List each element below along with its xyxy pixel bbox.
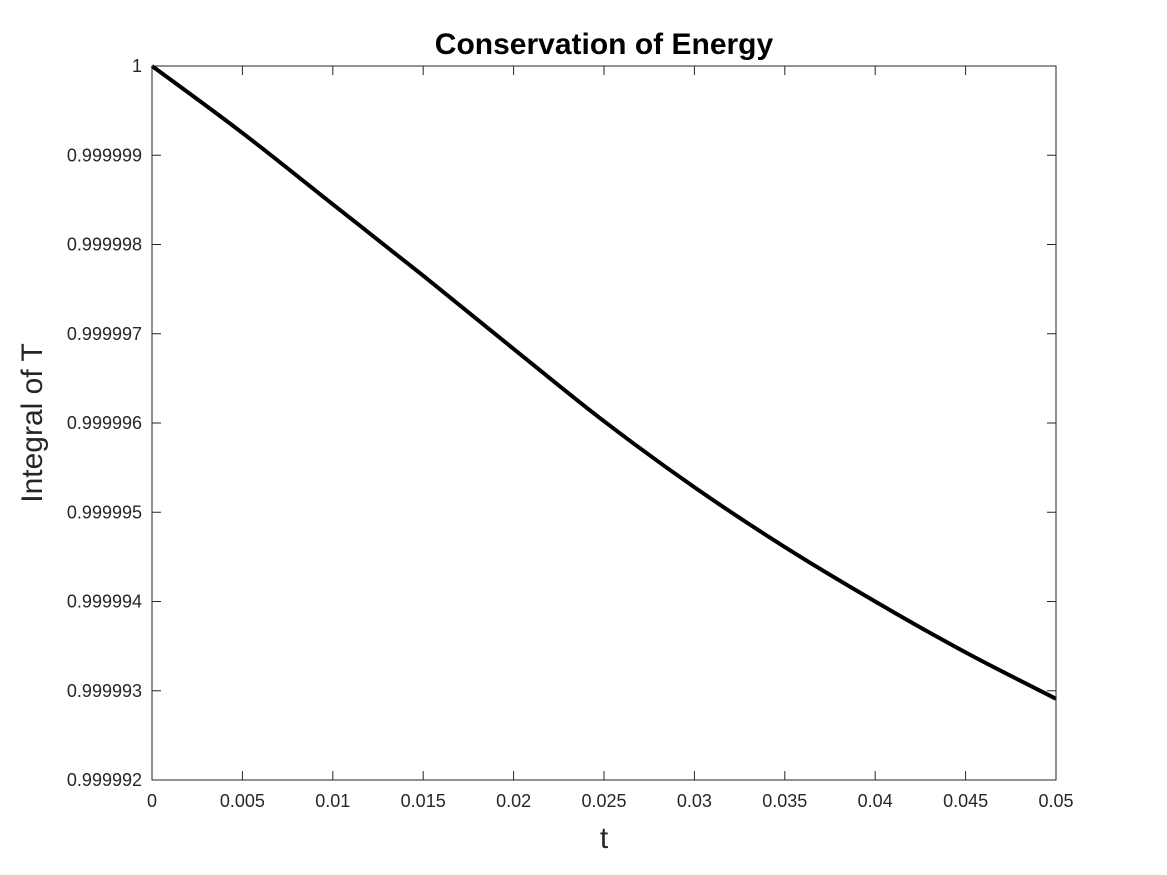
y-tick-label: 0.999997 (67, 324, 142, 344)
x-tick-label: 0.02 (496, 791, 531, 811)
x-axis-label: t (600, 822, 609, 855)
plot-area-frame (151, 65, 1057, 781)
x-tick-label: 0.035 (762, 791, 807, 811)
y-tick-label: 0.999998 (67, 235, 142, 255)
x-tick-label: 0.005 (220, 791, 265, 811)
series-line-0 (150, 64, 1057, 701)
x-tick-label: 0.015 (401, 791, 446, 811)
x-tick-label: 0.05 (1038, 791, 1073, 811)
y-tick-label: 0.999993 (67, 681, 142, 701)
y-tick-label: 0.999999 (67, 145, 142, 165)
series-layer (150, 64, 1057, 701)
x-tick-label: 0.03 (677, 791, 712, 811)
x-tick-label: 0 (147, 791, 157, 811)
y-tick-label: 1 (132, 56, 142, 76)
tick-labels-layer: 0 0.005 0.01 0.015 0.02 0.025 0.03 0.035 0.04 0.0… (67, 56, 1074, 811)
y-tick-label: 0.999996 (67, 413, 142, 433)
x-tick-label: 0.04 (858, 791, 893, 811)
y-tick-label: 0.999994 (67, 592, 142, 612)
y-tick-label: 0.999995 (67, 502, 142, 522)
x-tick-label: 0.045 (943, 791, 988, 811)
x-tick-label: 0.01 (315, 791, 350, 811)
chart-title: Conservation of Energy (435, 28, 774, 61)
x-tick-label: 0.025 (581, 791, 626, 811)
y-axis-label: Integral of T (16, 343, 49, 503)
y-tick-label: 0.999992 (67, 770, 142, 790)
